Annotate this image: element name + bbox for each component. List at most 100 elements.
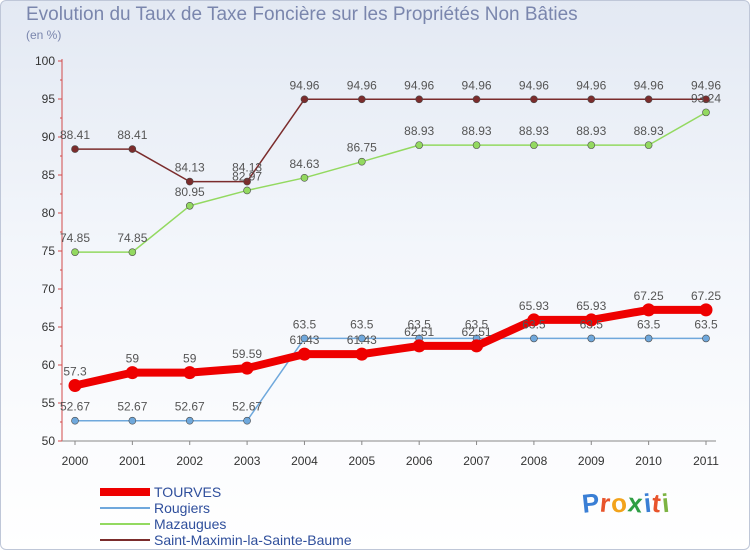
y-tick-label-95: 95 [42, 92, 56, 106]
legend-label-tourves: TOURVES [154, 484, 222, 500]
data-label-rougiers-2010: 63.5 [637, 317, 661, 331]
x-tick-label-2001: 2001 [119, 454, 146, 468]
chart-unit-label: (en %) [26, 28, 62, 42]
data-label-rougiers-2009: 63.5 [580, 317, 604, 331]
point-mazaugues-2006 [415, 141, 423, 149]
point-rougiers-2009 [587, 334, 596, 343]
data-label-tourves-2010: 67.25 [634, 289, 664, 303]
point-tourves-2009 [584, 313, 598, 327]
data-label-tourves-2002: 59 [183, 352, 197, 366]
data-label-mazaugues-2001: 74.85 [117, 231, 147, 245]
series-points [68, 95, 713, 425]
data-label-tourves-2000: 57.3 [63, 365, 87, 379]
point-mazaugues-2008 [530, 141, 538, 149]
point-rougiers-2011 [702, 334, 710, 343]
point-mazaugues-2001 [128, 248, 137, 256]
y-tick-label-85: 85 [42, 168, 56, 182]
data-label-mazaugues-2005: 86.75 [347, 141, 377, 155]
point-tourves-2011 [699, 303, 713, 317]
point-saint-maximin-la-sainte-baume-2011 [702, 95, 710, 104]
point-saint-maximin-la-sainte-baume-2009 [587, 95, 596, 104]
legend-swatch-saint-maximin-la-sainte-baume [100, 539, 150, 541]
data-label-saint-maximin-la-sainte-baume-2005: 94.96 [347, 78, 377, 92]
y-tick-label-90: 90 [42, 130, 56, 144]
x-tick-label-2009: 2009 [578, 454, 605, 468]
logo-letter: i [660, 487, 672, 519]
series-line-saint-maximin-la-sainte-baume [74, 98, 707, 183]
x-tick-label-2008: 2008 [521, 454, 548, 468]
x-tick-label-2002: 2002 [176, 454, 203, 468]
y-tick-label-100: 100 [35, 54, 55, 68]
data-label-mazaugues-2003: 82.97 [232, 169, 262, 183]
point-saint-maximin-la-sainte-baume-2004 [300, 95, 309, 104]
point-mazaugues-2000 [71, 248, 79, 256]
point-saint-maximin-la-sainte-baume-2006 [415, 95, 423, 104]
x-tick-label-2011: 2011 [693, 454, 719, 468]
data-label-saint-maximin-la-sainte-baume-2001: 88.41 [117, 128, 147, 142]
series-lines [71, 98, 710, 422]
data-label-rougiers-2003: 52.67 [232, 400, 262, 414]
point-tourves-2004 [297, 347, 311, 361]
point-rougiers-2008 [530, 334, 538, 343]
point-tourves-2002 [183, 366, 197, 380]
data-label-saint-maximin-la-sainte-baume-2007: 94.96 [462, 78, 492, 92]
point-saint-maximin-la-sainte-baume-2002 [185, 177, 194, 186]
data-label-tourves-2011: 67.25 [691, 289, 721, 303]
point-saint-maximin-la-sainte-baume-2010 [644, 95, 653, 104]
x-tick-label-2000: 2000 [62, 454, 89, 468]
point-mazaugues-2007 [472, 141, 481, 149]
data-label-mazaugues-2011: 93.24 [691, 91, 721, 105]
x-tick-label-2005: 2005 [348, 454, 375, 468]
point-tourves-2003 [240, 361, 254, 375]
axes: 50 55 60 65 70 75 80 85 90 95 100 2000 2001 2002 2003 2… [35, 54, 719, 468]
legend-swatch-tourves [100, 488, 150, 496]
y-tick-label-70: 70 [42, 282, 56, 296]
x-tick-label-2004: 2004 [291, 454, 318, 468]
legend-swatch-rougiers [100, 507, 150, 509]
data-label-mazaugues-2006: 88.93 [404, 124, 434, 138]
data-label-rougiers-2008: 63.5 [522, 317, 546, 331]
point-rougiers-2005 [358, 334, 366, 343]
point-saint-maximin-la-sainte-baume-2000 [71, 145, 79, 153]
data-label-rougiers-2005: 63.5 [350, 317, 374, 331]
legend-item-rougiers: Rougiers [100, 500, 430, 516]
legend-swatch-mazaugues [100, 523, 150, 525]
data-label-saint-maximin-la-sainte-baume-2009: 94.96 [576, 78, 606, 92]
series-line-tourves [71, 305, 710, 390]
legend-label-rougiers: Rougiers [154, 500, 211, 516]
data-label-tourves-2004: 61.43 [289, 333, 319, 347]
data-label-tourves-2006: 62.51 [404, 325, 434, 339]
point-rougiers-2004 [300, 334, 309, 343]
y-tick-label-60: 60 [42, 358, 56, 372]
y-tick-label-55: 55 [42, 396, 56, 410]
x-tick-label-2003: 2003 [234, 454, 261, 468]
point-mazaugues-2002 [185, 201, 194, 210]
x-tick-label-2006: 2006 [406, 454, 433, 468]
data-label-rougiers-2011: 63.5 [694, 317, 718, 331]
legend: TOURVES Rougiers Mazaugues Saint-Maximin-la… [100, 484, 430, 548]
data-label-rougiers-2004: 63.5 [293, 317, 317, 331]
point-tourves-2005 [355, 347, 369, 361]
point-rougiers-2001 [128, 416, 137, 425]
point-tourves-2008 [527, 313, 541, 327]
legend-label-saint-maximin-la-sainte-baume: Saint-Maximin-la-Sainte-Baume [154, 532, 352, 548]
point-mazaugues-2004 [300, 174, 309, 182]
data-label-saint-maximin-la-sainte-baume-2004: 94.96 [289, 78, 319, 92]
point-rougiers-2003 [243, 416, 251, 425]
point-rougiers-2010 [644, 334, 653, 343]
data-label-mazaugues-2007: 88.93 [462, 124, 492, 138]
y-tick-label-65: 65 [42, 320, 56, 334]
point-tourves-2001 [125, 366, 139, 380]
x-tick-label-2010: 2010 [635, 454, 662, 468]
data-label-saint-maximin-la-sainte-baume-2008: 94.96 [519, 78, 549, 92]
y-tick-label-50: 50 [42, 434, 56, 448]
chart-title: Evolution du Taux de Taxe Foncière sur l… [26, 4, 578, 25]
y-tick-label-75: 75 [42, 244, 56, 258]
data-label-rougiers-2000: 52.67 [60, 400, 90, 414]
data-label-mazaugues-2010: 88.93 [634, 124, 664, 138]
data-label-mazaugues-2004: 84.63 [289, 157, 319, 171]
data-label-saint-maximin-la-sainte-baume-2000: 88.41 [60, 128, 90, 142]
proxiti-logo: Proxiti [580, 487, 672, 519]
data-label-mazaugues-2000: 74.85 [60, 231, 90, 245]
